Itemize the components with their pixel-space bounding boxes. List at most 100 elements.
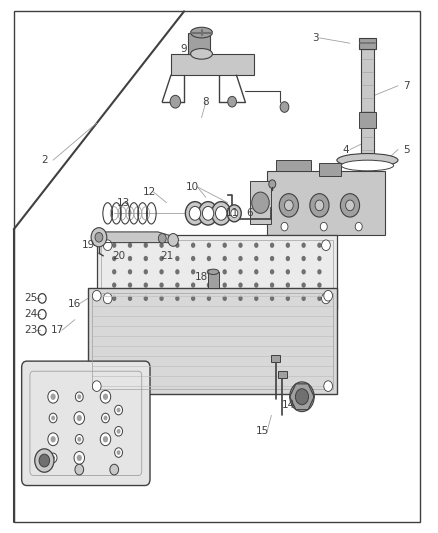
Circle shape bbox=[315, 200, 324, 211]
Bar bbox=[278, 371, 287, 378]
Circle shape bbox=[175, 243, 180, 248]
Circle shape bbox=[223, 296, 227, 301]
Circle shape bbox=[223, 243, 227, 248]
Bar bbox=[88, 288, 337, 394]
Circle shape bbox=[270, 296, 274, 301]
Circle shape bbox=[191, 296, 195, 301]
Bar bbox=[276, 160, 311, 171]
Bar bbox=[97, 235, 337, 309]
Circle shape bbox=[91, 228, 107, 247]
Circle shape bbox=[144, 256, 148, 261]
Circle shape bbox=[227, 205, 241, 222]
Circle shape bbox=[295, 389, 308, 405]
Circle shape bbox=[112, 282, 117, 288]
Text: 15: 15 bbox=[256, 426, 269, 437]
Circle shape bbox=[75, 434, 83, 444]
Circle shape bbox=[159, 243, 164, 248]
Circle shape bbox=[191, 269, 195, 274]
Circle shape bbox=[286, 296, 290, 301]
Circle shape bbox=[286, 243, 290, 248]
Circle shape bbox=[103, 393, 108, 400]
Circle shape bbox=[254, 243, 258, 248]
Circle shape bbox=[281, 222, 288, 231]
Bar bbox=[359, 112, 376, 128]
Circle shape bbox=[207, 243, 211, 248]
Circle shape bbox=[168, 233, 178, 246]
Circle shape bbox=[324, 381, 332, 391]
Bar bbox=[319, 163, 341, 176]
Circle shape bbox=[77, 455, 82, 461]
Circle shape bbox=[340, 193, 360, 217]
Circle shape bbox=[270, 269, 274, 274]
Circle shape bbox=[144, 296, 148, 301]
Text: 18: 18 bbox=[195, 272, 208, 282]
Circle shape bbox=[269, 180, 276, 188]
Circle shape bbox=[185, 201, 205, 225]
Circle shape bbox=[207, 269, 211, 274]
Circle shape bbox=[175, 269, 180, 274]
Text: 12: 12 bbox=[142, 187, 156, 197]
Bar bbox=[361, 49, 374, 160]
Circle shape bbox=[301, 282, 306, 288]
Circle shape bbox=[270, 256, 274, 261]
Circle shape bbox=[207, 282, 211, 288]
Text: 16: 16 bbox=[68, 298, 81, 309]
Circle shape bbox=[198, 201, 218, 225]
Circle shape bbox=[270, 282, 274, 288]
Circle shape bbox=[117, 450, 120, 455]
Text: 25: 25 bbox=[25, 293, 38, 303]
Circle shape bbox=[346, 200, 354, 211]
Bar bbox=[171, 54, 254, 75]
Circle shape bbox=[191, 282, 195, 288]
Circle shape bbox=[51, 416, 55, 421]
Text: 24: 24 bbox=[25, 309, 38, 319]
Text: 11: 11 bbox=[226, 208, 239, 219]
Circle shape bbox=[115, 405, 123, 415]
Bar bbox=[267, 171, 385, 235]
Circle shape bbox=[321, 293, 330, 304]
Bar bbox=[272, 356, 280, 362]
Ellipse shape bbox=[208, 269, 219, 274]
Circle shape bbox=[95, 232, 103, 242]
Circle shape bbox=[228, 96, 237, 107]
Circle shape bbox=[103, 293, 112, 304]
Circle shape bbox=[286, 256, 290, 261]
Circle shape bbox=[252, 192, 269, 213]
Bar bbox=[101, 240, 332, 304]
Circle shape bbox=[103, 416, 107, 421]
Text: 9: 9 bbox=[181, 44, 187, 53]
Circle shape bbox=[254, 269, 258, 274]
Circle shape bbox=[128, 269, 132, 274]
Circle shape bbox=[207, 256, 211, 261]
Circle shape bbox=[48, 390, 58, 403]
Circle shape bbox=[51, 456, 55, 461]
Circle shape bbox=[301, 269, 306, 274]
Circle shape bbox=[317, 296, 321, 301]
Circle shape bbox=[301, 256, 306, 261]
Text: 20: 20 bbox=[112, 251, 125, 261]
Circle shape bbox=[317, 243, 321, 248]
Text: 10: 10 bbox=[186, 182, 199, 192]
Circle shape bbox=[112, 296, 117, 301]
Circle shape bbox=[189, 206, 201, 220]
Circle shape bbox=[280, 102, 289, 112]
Circle shape bbox=[317, 282, 321, 288]
Circle shape bbox=[175, 282, 180, 288]
Circle shape bbox=[35, 449, 54, 472]
Circle shape bbox=[301, 243, 306, 248]
Circle shape bbox=[159, 269, 164, 274]
Text: 3: 3 bbox=[312, 33, 318, 43]
Circle shape bbox=[103, 436, 108, 442]
Circle shape bbox=[158, 233, 166, 243]
Circle shape bbox=[50, 393, 56, 400]
Circle shape bbox=[75, 392, 83, 401]
Circle shape bbox=[310, 193, 329, 217]
Circle shape bbox=[191, 256, 195, 261]
Bar bbox=[92, 293, 332, 389]
Circle shape bbox=[279, 193, 298, 217]
Text: 7: 7 bbox=[403, 81, 410, 91]
Circle shape bbox=[238, 269, 243, 274]
Bar bbox=[208, 272, 219, 288]
Circle shape bbox=[159, 256, 164, 261]
FancyBboxPatch shape bbox=[21, 361, 150, 486]
